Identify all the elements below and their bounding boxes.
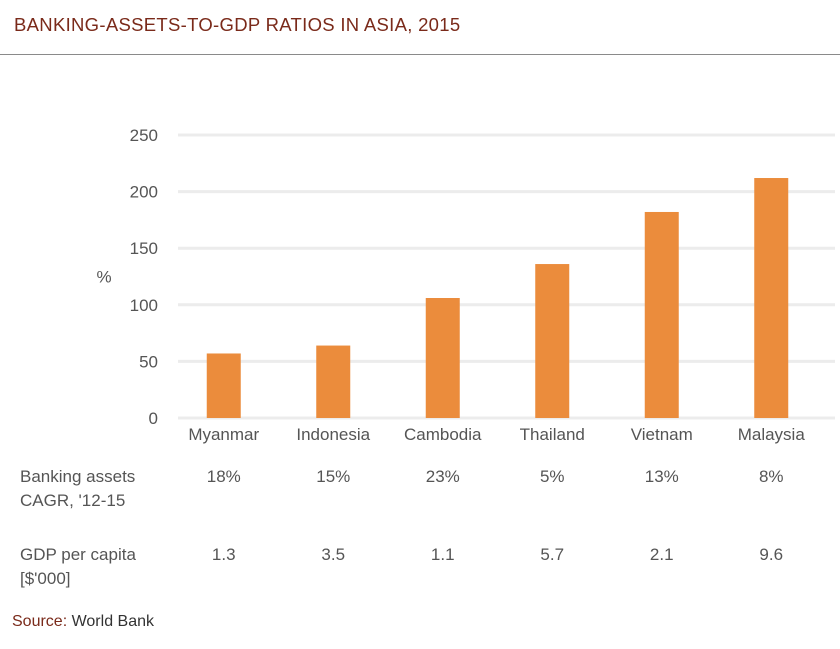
y-tick-label: 100 bbox=[130, 296, 158, 315]
bar bbox=[316, 345, 351, 418]
bar bbox=[206, 353, 241, 418]
table-cell: 9.6 bbox=[759, 545, 784, 564]
table-cell: 15% bbox=[316, 467, 351, 486]
y-tick-label: 250 bbox=[130, 126, 158, 145]
source-value: World Bank bbox=[71, 613, 154, 630]
source-note: Source: World Bank bbox=[12, 613, 154, 631]
bar bbox=[425, 298, 460, 418]
table-cell: 1.1 bbox=[430, 545, 455, 564]
bar-chart: 0 50 100 150 200 250% Myanmar Indonesia Cambodia… bbox=[96, 126, 835, 444]
y-axis-label: % bbox=[96, 268, 111, 287]
bar bbox=[754, 178, 789, 418]
x-tick-label: Cambodia bbox=[404, 425, 482, 444]
source-label: Source: bbox=[12, 613, 68, 630]
x-tick-label: Myanmar bbox=[188, 425, 259, 444]
x-tick-label: Malaysia bbox=[738, 425, 806, 444]
y-tick-label: 200 bbox=[130, 183, 158, 202]
table-cell: 5.7 bbox=[540, 545, 565, 564]
table-cell: 23% bbox=[425, 467, 460, 486]
table-row-label: GDP per capita [$'000] bbox=[20, 545, 136, 588]
table-cell: 13% bbox=[644, 467, 679, 486]
table-cell: 2.1 bbox=[649, 545, 674, 564]
x-tick-label: Indonesia bbox=[296, 425, 370, 444]
title-divider bbox=[0, 54, 840, 55]
table-row-label: Banking assets CAGR, '12-15 bbox=[20, 467, 136, 510]
table-cell: 5% bbox=[539, 467, 565, 486]
y-tick-label: 50 bbox=[139, 352, 158, 371]
table-cell: 3.5 bbox=[321, 545, 346, 564]
x-tick-label: Thailand bbox=[520, 425, 585, 444]
bar bbox=[644, 211, 679, 418]
bar bbox=[535, 264, 570, 418]
table-cell: 1.3 bbox=[211, 545, 236, 564]
y-tick-label: 150 bbox=[130, 239, 158, 258]
y-tick-label: 0 bbox=[149, 409, 158, 428]
table-cell: 8% bbox=[758, 467, 784, 486]
chart-title: BANKING-ASSETS-TO-GDP RATIOS IN ASIA, 20… bbox=[14, 14, 461, 35]
x-tick-label: Vietnam bbox=[631, 425, 693, 444]
table-cell: 18% bbox=[206, 467, 241, 486]
